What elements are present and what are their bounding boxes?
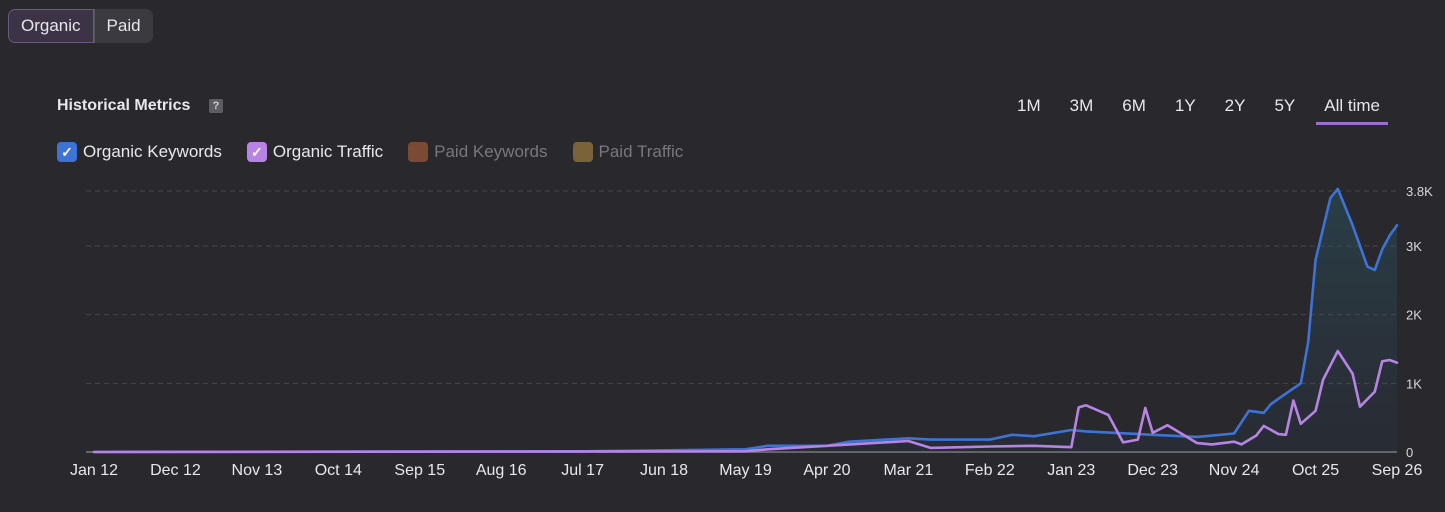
range-3m[interactable]: 3M [1069,96,1094,115]
x-tick-label: Nov 24 [1209,462,1260,479]
x-tick-label: Dec 23 [1127,462,1178,479]
y-tick-label: 0 [1406,445,1413,460]
paid-tab[interactable]: Paid [93,9,153,43]
organic-keywords-area [94,188,1397,452]
historical-metrics-chart: Jan 12 Dec 12 Nov 13 Oct 14 Sep 15 Aug 16 Jul … [70,184,1433,479]
organic-tab[interactable]: Organic [8,9,94,43]
x-tick-label: Nov 13 [232,462,283,479]
x-tick-label: Oct 14 [315,462,362,479]
legend-paid-traffic[interactable]: Paid Traffic [572,142,684,162]
legend-organic-traffic[interactable]: ✓ Organic Traffic [246,142,384,162]
checkbox-checked-icon[interactable]: ✓ [246,142,267,162]
legend-organic-keywords[interactable]: ✓ Organic Keywords [57,142,222,162]
time-range-selector: 1M 3M 6M 1Y 2Y 5Y All time [988,94,1388,125]
range-5y[interactable]: 5Y [1274,96,1296,115]
x-tick-label: Dec 12 [150,462,201,479]
range-1m[interactable]: 1M [1017,96,1041,115]
chart-legend: ✓ Organic Keywords ✓ Organic Traffic Paid Ke… [57,142,708,162]
checkbox-checked-icon[interactable]: ✓ [57,142,77,162]
legend-paid-keywords[interactable]: Paid Keywords [408,142,548,162]
range-2y[interactable]: 2Y [1224,96,1246,115]
x-tick-label: May 19 [719,462,772,479]
legend-label: Organic Traffic [272,142,384,161]
x-tick-label: Feb 22 [965,462,1015,479]
range-6m[interactable]: 6M [1122,96,1146,115]
x-tick-label: Jun 18 [640,462,688,479]
checkbox-unchecked-icon[interactable] [408,142,429,162]
y-tick-label: 2K [1406,308,1422,323]
x-tick-label: Sep 26 [1372,462,1423,479]
x-tick-label: Jan 12 [70,462,118,479]
organic-keywords-line [92,187,1399,454]
x-tick-label: Oct 25 [1292,462,1339,479]
range-1y[interactable]: 1Y [1174,96,1196,115]
x-tick-label: Aug 16 [476,462,527,479]
legend-label: Paid Keywords [434,142,548,161]
legend-label: Organic Keywords [83,142,222,161]
y-tick-label: 3.8K [1406,184,1433,199]
organic-traffic-line [92,349,1399,454]
section-title: Historical Metrics [57,97,191,114]
checkbox-unchecked-icon[interactable] [572,142,593,162]
x-tick-label: Mar 21 [883,462,933,479]
help-icon[interactable]: ? [209,99,223,113]
y-tick-label: 3K [1406,239,1422,254]
range-all-time[interactable]: All time [1316,94,1388,125]
organic-paid-toggle: Organic Paid [8,9,153,43]
x-tick-label: Jul 17 [561,462,604,479]
legend-label: Paid Traffic [598,142,684,161]
x-tick-label: Jan 23 [1047,462,1095,479]
x-tick-label: Sep 15 [394,462,445,479]
y-tick-label: 1K [1406,376,1422,391]
x-tick-label: Apr 20 [803,462,850,479]
